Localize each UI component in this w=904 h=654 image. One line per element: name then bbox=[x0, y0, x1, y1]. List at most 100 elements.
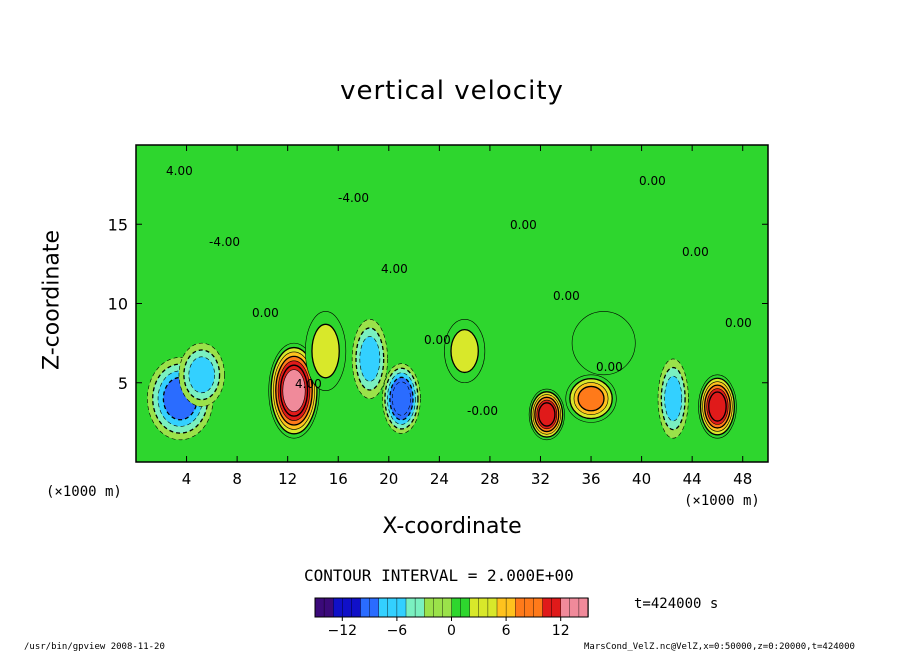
colorbar-segment bbox=[414, 597, 425, 618]
contour-level bbox=[359, 336, 381, 382]
contour-label: 0.00 bbox=[596, 360, 623, 374]
colorbar-segment bbox=[524, 597, 535, 618]
velocity-cell-9 bbox=[571, 311, 636, 376]
velocity-cell-8 bbox=[565, 374, 617, 423]
contour-level bbox=[538, 402, 556, 427]
velocity-cell-3 bbox=[305, 311, 347, 391]
contour-label: -4.00 bbox=[338, 191, 369, 205]
x-tick-label: 32 bbox=[531, 470, 550, 488]
colorbar-segment bbox=[424, 597, 435, 618]
contour-label: 0.00 bbox=[553, 289, 580, 303]
x-tick-label: 24 bbox=[430, 470, 449, 488]
colorbar-segment bbox=[496, 597, 507, 618]
colorbar-tick-label: 0 bbox=[447, 623, 456, 639]
colorbar-segment bbox=[360, 597, 371, 618]
contour-label: 4.00 bbox=[295, 377, 322, 391]
y-tick-label: 10 bbox=[108, 295, 128, 314]
velocity-cell-4 bbox=[351, 319, 388, 399]
contour-label: 0.00 bbox=[639, 174, 666, 188]
contour-level bbox=[188, 356, 215, 394]
velocity-cell-1 bbox=[178, 342, 225, 407]
colorbar-segment bbox=[469, 597, 480, 618]
contour-level bbox=[708, 391, 727, 422]
colorbar-segment bbox=[378, 597, 389, 618]
velocity-cells bbox=[147, 311, 737, 441]
colorbar-segment bbox=[342, 597, 353, 618]
x-axis-label: X-coordinate bbox=[382, 514, 522, 539]
velocity-cell-10 bbox=[657, 358, 689, 439]
contour-level bbox=[664, 375, 683, 422]
x-tick-label: 20 bbox=[379, 470, 398, 488]
x-tick-label: 28 bbox=[480, 470, 499, 488]
contour-level bbox=[577, 385, 605, 412]
time-label: t=424000 s bbox=[634, 596, 719, 612]
colorbar-segment bbox=[387, 597, 398, 618]
contour-interval-label: CONTOUR INTERVAL = 2.000E+00 bbox=[304, 566, 574, 585]
colorbar-segment bbox=[578, 597, 589, 618]
colorbar-tick-label: 6 bbox=[502, 623, 511, 639]
colorbar-segment bbox=[551, 597, 562, 618]
y-ticks: 5 10 15 bbox=[108, 215, 768, 393]
colorbar-segment bbox=[569, 597, 580, 618]
colorbar-tick-label: 12 bbox=[552, 623, 570, 639]
colorbar-segment bbox=[323, 597, 334, 618]
contour-label: 4.00 bbox=[166, 164, 193, 178]
x-unit-label-left: (×1000 m) bbox=[46, 484, 122, 500]
contour-labels: 4.00 -4.00 0.00 4.00 -4.00 4.00 0.00 -0.00 0.00 0… bbox=[166, 164, 752, 418]
x-tick-label: 40 bbox=[632, 470, 651, 488]
colorbar-tick-label: −12 bbox=[328, 623, 358, 639]
x-tick-label: 44 bbox=[683, 470, 702, 488]
colorbar-segment bbox=[442, 597, 453, 618]
contour-level bbox=[392, 381, 411, 416]
colorbar-tick-label: −6 bbox=[387, 623, 408, 639]
contour-level bbox=[571, 311, 636, 376]
colorbar-segment bbox=[333, 597, 344, 618]
velocity-cell-6 bbox=[444, 319, 486, 384]
contour-label: -4.00 bbox=[209, 235, 240, 249]
colorbar-segment bbox=[487, 597, 498, 618]
x-tick-label: 16 bbox=[329, 470, 348, 488]
y-tick-label: 15 bbox=[108, 215, 128, 234]
x-tick-label: 12 bbox=[278, 470, 297, 488]
x-tick-label: 48 bbox=[733, 470, 752, 488]
velocity-cell-7 bbox=[528, 388, 565, 441]
contour-label: 0.00 bbox=[510, 218, 537, 232]
contour-label: 4.00 bbox=[381, 262, 408, 276]
chart-title: vertical velocity bbox=[340, 76, 564, 106]
contour-level bbox=[282, 369, 306, 413]
x-tick-label: 8 bbox=[232, 470, 242, 488]
colorbar-segment bbox=[396, 597, 407, 618]
colorbar-segment bbox=[369, 597, 380, 618]
contour-level bbox=[311, 323, 340, 379]
colorbar-segment bbox=[460, 597, 471, 618]
colorbar-segment bbox=[314, 597, 325, 618]
colorbar-segment bbox=[533, 597, 544, 618]
contour-label: 0.00 bbox=[252, 306, 279, 320]
x-unit-label-right: (×1000 m) bbox=[684, 493, 760, 509]
contour-label: 0.00 bbox=[725, 316, 752, 330]
footer-program-date: /usr/bin/gpview 2008-11-20 bbox=[24, 642, 165, 652]
colorbar-segment bbox=[542, 597, 553, 618]
contour-level bbox=[450, 329, 479, 374]
colorbar-segment bbox=[433, 597, 444, 618]
footer-source: MarsCond_VelZ.nc@VelZ,x=0:50000,z=0:2000… bbox=[584, 642, 855, 652]
contour-label: 0.00 bbox=[424, 333, 451, 347]
colorbar-segment bbox=[505, 597, 516, 618]
colorbar: −12 −6 0 6 12 bbox=[314, 597, 589, 639]
x-ticks: 4 8 12 16 20 24 28 32 36 40 44 48 bbox=[182, 145, 752, 488]
colorbar-segment bbox=[515, 597, 526, 618]
colorbar-segment bbox=[351, 597, 362, 618]
x-tick-label: 36 bbox=[581, 470, 600, 488]
velocity-cell-5 bbox=[382, 363, 421, 434]
colorbar-segment bbox=[451, 597, 462, 618]
colorbar-segment bbox=[405, 597, 416, 618]
contour-label: -0.00 bbox=[467, 404, 498, 418]
colorbar-segment bbox=[560, 597, 571, 618]
plot-area: 4.00 -4.00 0.00 4.00 -4.00 4.00 0.00 -0.00 0.00 0… bbox=[136, 145, 768, 462]
velocity-cell-11 bbox=[698, 374, 737, 439]
velocity-cell-2 bbox=[268, 342, 320, 439]
contour-label: 0.00 bbox=[682, 245, 709, 259]
y-tick-label: 5 bbox=[118, 374, 128, 393]
x-tick-label: 4 bbox=[182, 470, 192, 488]
